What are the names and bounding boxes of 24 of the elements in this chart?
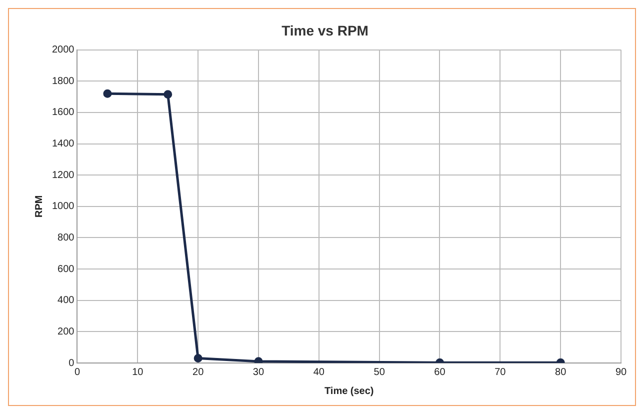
x-tick-label: 80 <box>555 366 567 378</box>
x-tick-label: 10 <box>132 366 144 378</box>
x-tick-label: 20 <box>192 366 204 378</box>
y-tick-label: 1800 <box>52 76 75 87</box>
point <box>164 90 172 99</box>
x-tick-label: 70 <box>494 366 506 378</box>
x-tick-label: 50 <box>374 366 386 378</box>
y-tick-label: 200 <box>58 326 75 338</box>
y-tick-label: 2000 <box>52 44 75 56</box>
y-tick-label: 1600 <box>52 107 75 118</box>
x-tick-label: 30 <box>252 366 264 378</box>
y-tick-label: 400 <box>58 295 75 306</box>
y-tick-label: 600 <box>58 264 75 275</box>
x-tick-label: 90 <box>615 366 627 378</box>
y-tick-label: 1400 <box>52 138 75 150</box>
y-tick-label: 0 <box>68 358 75 369</box>
chart-title: Time vs RPM <box>282 22 368 38</box>
y-axis-title: RPM <box>34 195 45 218</box>
x-tick-label: 60 <box>434 366 446 378</box>
y-tick-label: 800 <box>58 232 75 244</box>
y-tick-label: 1200 <box>52 170 75 181</box>
y-tick-label: 1000 <box>52 201 75 212</box>
point <box>103 89 112 98</box>
x-tick-label: 40 <box>313 366 325 378</box>
